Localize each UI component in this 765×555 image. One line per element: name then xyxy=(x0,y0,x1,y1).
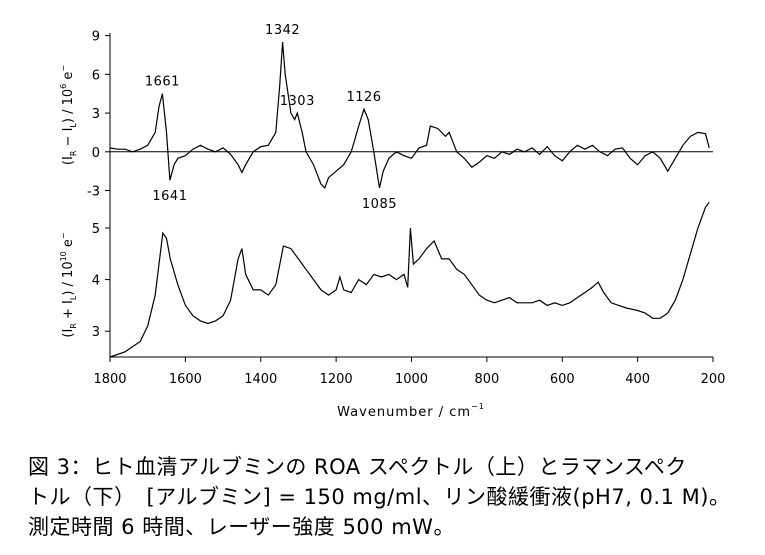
peak-label: 1661 xyxy=(145,75,180,90)
y-tick-label: 5 xyxy=(92,222,100,237)
label-part: I xyxy=(61,128,76,132)
label-part: R xyxy=(69,150,78,156)
label-part: e xyxy=(61,72,76,84)
x-tick-label: 1800 xyxy=(93,372,126,387)
label-part: −1 xyxy=(471,402,485,411)
x-tick-label: 200 xyxy=(701,372,726,387)
caption-line: 図 3：ヒト血清アルブミンの ROA スペクトル（上）とラマンスペク xyxy=(28,455,687,479)
y-tick-label: 9 xyxy=(92,30,100,45)
label-part: − xyxy=(61,131,76,150)
label-part: L xyxy=(69,123,78,128)
chart: (IR − IL) / 106 e− (IR + IL) / 1010 e− W… xyxy=(59,23,726,420)
peak-label: 1342 xyxy=(265,23,300,38)
label-part: ) / 10 xyxy=(61,261,76,295)
label-part: L xyxy=(69,295,78,300)
label-part: − xyxy=(59,232,68,239)
y-axis-label: (IR − IL) / 106 e− xyxy=(59,65,78,165)
label-part: ( xyxy=(61,333,76,338)
label-part: e xyxy=(61,239,76,251)
x-tick-label: 1600 xyxy=(169,372,202,387)
label-part: Wavenumber / cm xyxy=(337,405,471,420)
spectrum-line xyxy=(109,41,710,190)
label-part: + xyxy=(61,304,76,323)
y-tick-label: 3 xyxy=(92,325,100,340)
label-part: I xyxy=(61,300,76,304)
x-tick-label: 1200 xyxy=(320,372,353,387)
caption-line: トル（下） [アルブミン] = 150 mg/ml、リン酸緩衝液(pH7, 0.… xyxy=(28,485,731,509)
x-tick-label: 400 xyxy=(625,372,650,387)
label-part: I xyxy=(61,329,76,333)
spectrum-line xyxy=(109,201,710,358)
x-tick-label: 800 xyxy=(474,372,499,387)
label-part: 6 xyxy=(59,84,68,89)
label-part: I xyxy=(61,156,76,160)
y-tick-label: -3 xyxy=(87,185,100,200)
label-part: − xyxy=(59,65,68,72)
label-part: ) / 10 xyxy=(61,89,76,123)
y-tick-label: 0 xyxy=(92,146,100,161)
peak-label: 1641 xyxy=(152,189,187,204)
y-tick-label: 3 xyxy=(92,107,100,122)
label-part: 10 xyxy=(59,251,68,261)
x-tick-label: 1400 xyxy=(244,372,277,387)
peak-label: 1126 xyxy=(346,90,381,105)
caption-line: 測定時間 6 時間、レーザー強度 500 mW。 xyxy=(28,515,455,539)
peak-label: 1303 xyxy=(280,94,315,109)
label-part: R xyxy=(69,323,78,329)
label-part: ( xyxy=(61,160,76,165)
y-tick-label: 6 xyxy=(92,68,100,83)
caption: 図 3：ヒト血清アルブミンの ROA スペクトル（上）とラマンスペク トル（下）… xyxy=(28,452,730,542)
y-tick-label: 4 xyxy=(92,274,100,289)
peak-label: 1085 xyxy=(362,197,397,212)
y-axis-label: (IR + IL) / 1010 e− xyxy=(59,232,78,337)
x-tick-label: 1000 xyxy=(395,372,428,387)
x-tick-label: 600 xyxy=(550,372,575,387)
x-axis-label: Wavenumber / cm−1 xyxy=(337,402,485,420)
